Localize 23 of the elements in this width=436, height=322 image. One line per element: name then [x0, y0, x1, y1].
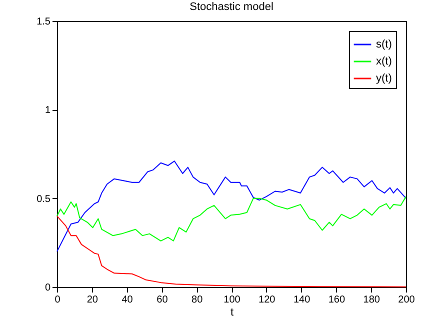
legend-label: y(t) — [376, 72, 392, 84]
y-tick-label: 0 — [44, 282, 51, 294]
line-series — [56, 196, 406, 242]
x-tick-label: 160 — [328, 294, 346, 306]
x-axis-title: t — [230, 306, 234, 318]
line-series — [56, 160, 406, 252]
x-tick-label: 100 — [224, 294, 241, 306]
chart-title: Stochastic model — [190, 1, 274, 13]
x-tick-label: 0 — [54, 294, 61, 306]
y-tick-label: 0.5 — [36, 194, 51, 205]
x-tick-label: 40 — [122, 294, 134, 306]
y-tick-label: 1 — [44, 105, 51, 116]
x-tick-label: 120 — [258, 294, 276, 306]
y-tick-label: 1.5 — [36, 16, 51, 28]
legend-label: s(t) — [376, 38, 392, 50]
legend-label: x(t) — [376, 56, 392, 68]
x-tick-label: 80 — [192, 294, 204, 306]
x-tick-label: 140 — [293, 294, 311, 306]
line-series — [56, 216, 406, 288]
x-tick-label: 200 — [398, 294, 416, 306]
x-tick-label: 180 — [363, 294, 380, 306]
x-tick-label: 20 — [86, 294, 98, 306]
x-tick-label: 60 — [156, 294, 168, 306]
